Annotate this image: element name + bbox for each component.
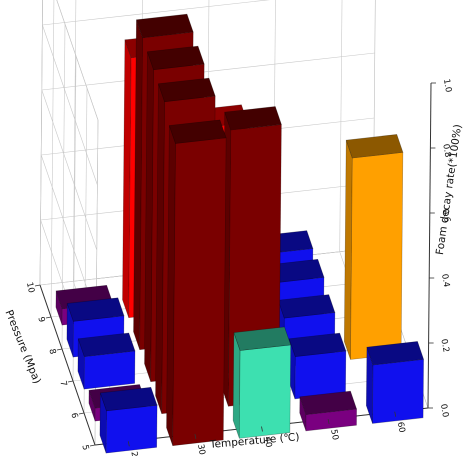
bar-top-face bbox=[345, 134, 404, 159]
left-grid-line bbox=[50, 0, 55, 318]
x-tick-mark bbox=[127, 441, 130, 447]
left-grid-line bbox=[42, 24, 98, 186]
x-tick-label: 40 bbox=[262, 436, 274, 448]
y-axis-line bbox=[39, 284, 96, 446]
z-tick-label: 0.4 bbox=[439, 273, 451, 288]
bar-top-face bbox=[277, 294, 336, 319]
bar-top-face bbox=[299, 390, 358, 415]
x-tick-label: 20 bbox=[128, 451, 140, 456]
chart-ticks: 20 30 40 50 60 5 6 7 8 9 10 0.0 0.2 0.4 0.6 0.8 1.0 bbox=[24, 78, 453, 456]
z-tick-label: 0.0 bbox=[438, 403, 450, 418]
bar-top-face bbox=[77, 332, 136, 357]
bar-top-face bbox=[157, 77, 216, 103]
x-tick-label: 60 bbox=[395, 421, 407, 433]
y-tick-mark bbox=[45, 316, 52, 319]
bar-front-face bbox=[83, 350, 136, 390]
y-tick-label: 9 bbox=[36, 316, 47, 323]
x-tick-mark bbox=[327, 419, 330, 425]
bar bbox=[365, 341, 425, 424]
left-grid-line bbox=[39, 0, 43, 286]
x-tick-mark bbox=[194, 433, 197, 439]
bar bbox=[299, 390, 358, 432]
bar-front-face bbox=[105, 404, 158, 454]
x-tick-label: 30 bbox=[195, 443, 207, 455]
bar-top-face bbox=[66, 297, 125, 322]
bar-front-face bbox=[294, 350, 347, 400]
bar bbox=[99, 386, 158, 454]
z-axis-title: Foam decay rate(*100%) bbox=[434, 124, 464, 256]
bar-top-face bbox=[135, 13, 194, 39]
z-tick-label: 0.6 bbox=[440, 208, 452, 223]
bar-top-face bbox=[146, 45, 205, 71]
back-grid-line bbox=[339, 0, 343, 252]
z-tick-label: 0.2 bbox=[438, 338, 450, 353]
bar-top-face bbox=[224, 106, 282, 131]
y-tick-label: 5 bbox=[80, 444, 91, 451]
y-tick-mark bbox=[78, 412, 85, 415]
x-tick-mark bbox=[394, 411, 397, 417]
y-tick-label: 6 bbox=[69, 412, 80, 419]
bar-top-face bbox=[288, 332, 347, 357]
bar-front-face bbox=[238, 344, 292, 439]
bar-top-face bbox=[233, 326, 292, 351]
z-tick-label: 0.8 bbox=[440, 143, 452, 158]
bar-left-face bbox=[232, 332, 241, 439]
y-tick-mark bbox=[56, 348, 63, 351]
x-tick-label: 50 bbox=[328, 429, 340, 441]
y-tick-label: 7 bbox=[58, 380, 69, 387]
bar-top-face bbox=[99, 386, 158, 412]
bar-front-face bbox=[350, 151, 404, 360]
y-tick-mark bbox=[67, 380, 74, 383]
z-axis-line bbox=[427, 82, 432, 409]
bar-front-face bbox=[372, 358, 424, 424]
y-tick-label: 10 bbox=[24, 281, 36, 294]
y-tick-mark bbox=[34, 284, 41, 287]
x-tick-mark bbox=[261, 426, 263, 432]
bar-front-face bbox=[172, 137, 227, 447]
bar bbox=[232, 326, 292, 439]
chart-bars bbox=[55, 13, 425, 454]
bar bbox=[166, 119, 227, 447]
bar bbox=[77, 332, 136, 390]
left-grid-line bbox=[41, 89, 98, 251]
bar-top-face bbox=[366, 341, 425, 366]
back-grid-line bbox=[41, 52, 375, 91]
bar bbox=[343, 134, 404, 360]
back-grid-line bbox=[42, 0, 271, 26]
y-tick-label: 8 bbox=[47, 348, 58, 355]
bar-top-face bbox=[168, 119, 227, 144]
bar bbox=[288, 332, 347, 400]
left-grid-line bbox=[56, 0, 99, 121]
z-tick-label: 1.0 bbox=[441, 78, 453, 93]
y-tick-mark bbox=[89, 444, 96, 447]
